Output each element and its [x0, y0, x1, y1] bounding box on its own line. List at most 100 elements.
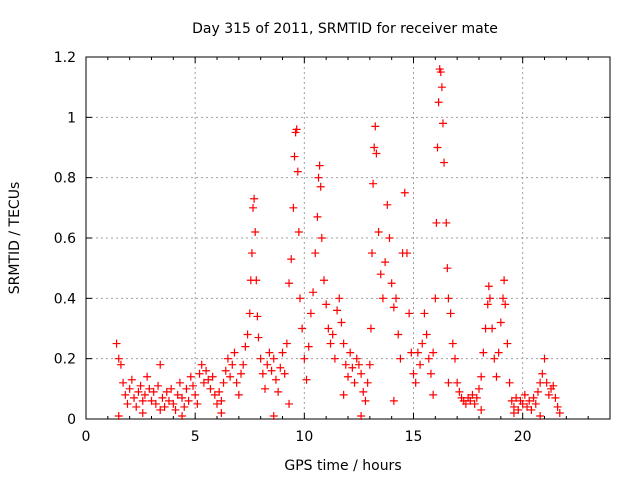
- data-point: [326, 339, 335, 348]
- data-point: [138, 408, 147, 417]
- x-tick-label: 0: [82, 429, 91, 445]
- data-point: [298, 324, 307, 333]
- data-point: [477, 372, 486, 381]
- data-point: [147, 396, 156, 405]
- data-point: [479, 348, 488, 357]
- data-point: [151, 399, 160, 408]
- data-point: [466, 396, 475, 405]
- data-point: [295, 294, 304, 303]
- data-point: [245, 309, 254, 318]
- data-point: [182, 384, 191, 393]
- y-tick-label: 0.6: [54, 231, 76, 247]
- data-point: [175, 378, 184, 387]
- data-point: [484, 282, 493, 291]
- data-point: [520, 390, 529, 399]
- y-tick-label: 0.8: [54, 171, 76, 187]
- data-point: [553, 402, 562, 411]
- data-point: [156, 360, 165, 369]
- data-point: [290, 152, 299, 161]
- data-point: [306, 309, 315, 318]
- data-point: [230, 348, 239, 357]
- data-point: [269, 354, 278, 363]
- data-point: [483, 300, 492, 309]
- data-point: [357, 369, 366, 378]
- data-point: [394, 330, 403, 339]
- data-point: [509, 408, 518, 417]
- data-point: [188, 381, 197, 390]
- y-tick-label: 0: [67, 412, 76, 428]
- data-point: [357, 411, 366, 420]
- x-tick-label: 5: [191, 429, 200, 445]
- data-point: [512, 393, 521, 402]
- data-point: [195, 369, 204, 378]
- data-point: [443, 264, 452, 273]
- data-point: [138, 396, 147, 405]
- data-point: [518, 399, 527, 408]
- data-point: [533, 387, 542, 396]
- data-point: [371, 122, 380, 131]
- data-point: [538, 369, 547, 378]
- data-point: [317, 234, 326, 242]
- data-point: [276, 363, 285, 372]
- data-point: [167, 384, 176, 393]
- data-point: [132, 402, 141, 411]
- data-point: [372, 149, 381, 158]
- data-point: [208, 372, 217, 381]
- data-point: [237, 369, 246, 378]
- data-point: [328, 330, 337, 339]
- data-point: [158, 393, 167, 402]
- y-axis-label: SRMTID / TECUs: [7, 182, 23, 295]
- data-point: [186, 372, 195, 381]
- data-point: [369, 179, 378, 188]
- data-point: [145, 384, 154, 393]
- data-point: [350, 378, 359, 387]
- data-point: [269, 411, 278, 420]
- data-point: [130, 393, 139, 402]
- data-point: [219, 378, 228, 387]
- axis-ticks: 0 5 10 15 20 0 0.2 0.4 0.6 0.8 1 1.2: [54, 50, 610, 445]
- data-point: [402, 249, 411, 258]
- data-point: [143, 372, 152, 381]
- data-point: [354, 360, 363, 369]
- data-point: [455, 387, 464, 396]
- data-point: [335, 294, 344, 303]
- data-point: [112, 339, 121, 348]
- data-point: [365, 360, 374, 369]
- data-point: [241, 342, 250, 351]
- data-point: [154, 381, 163, 390]
- data-point: [304, 342, 313, 351]
- data-point: [293, 167, 302, 176]
- data-point: [339, 390, 348, 399]
- data-point: [389, 396, 398, 405]
- data-point: [215, 387, 224, 396]
- data-point: [282, 339, 291, 348]
- data-point: [422, 330, 431, 339]
- data-point: [551, 393, 560, 402]
- data-point: [285, 279, 294, 288]
- data-point: [505, 378, 514, 387]
- data-point: [330, 354, 339, 363]
- data-point: [162, 387, 171, 396]
- data-point: [496, 318, 505, 327]
- data-point: [420, 309, 429, 318]
- data-point: [249, 203, 258, 212]
- data-point: [232, 378, 241, 387]
- data-point: [444, 378, 453, 387]
- data-point: [494, 348, 503, 357]
- data-point: [247, 249, 256, 258]
- data-point: [226, 372, 235, 381]
- x-axis-label: GPS time / hours: [284, 458, 401, 474]
- data-point: [134, 387, 143, 396]
- data-point: [294, 227, 303, 236]
- data-point: [500, 276, 509, 285]
- data-point: [119, 378, 128, 387]
- data-point: [178, 393, 187, 402]
- x-tick-label: 15: [405, 429, 423, 445]
- data-point: [319, 276, 328, 285]
- y-tick-label: 0.2: [54, 352, 76, 368]
- data-point: [271, 375, 280, 384]
- data-point: [488, 324, 497, 333]
- data-point: [253, 312, 262, 321]
- data-point: [261, 384, 270, 393]
